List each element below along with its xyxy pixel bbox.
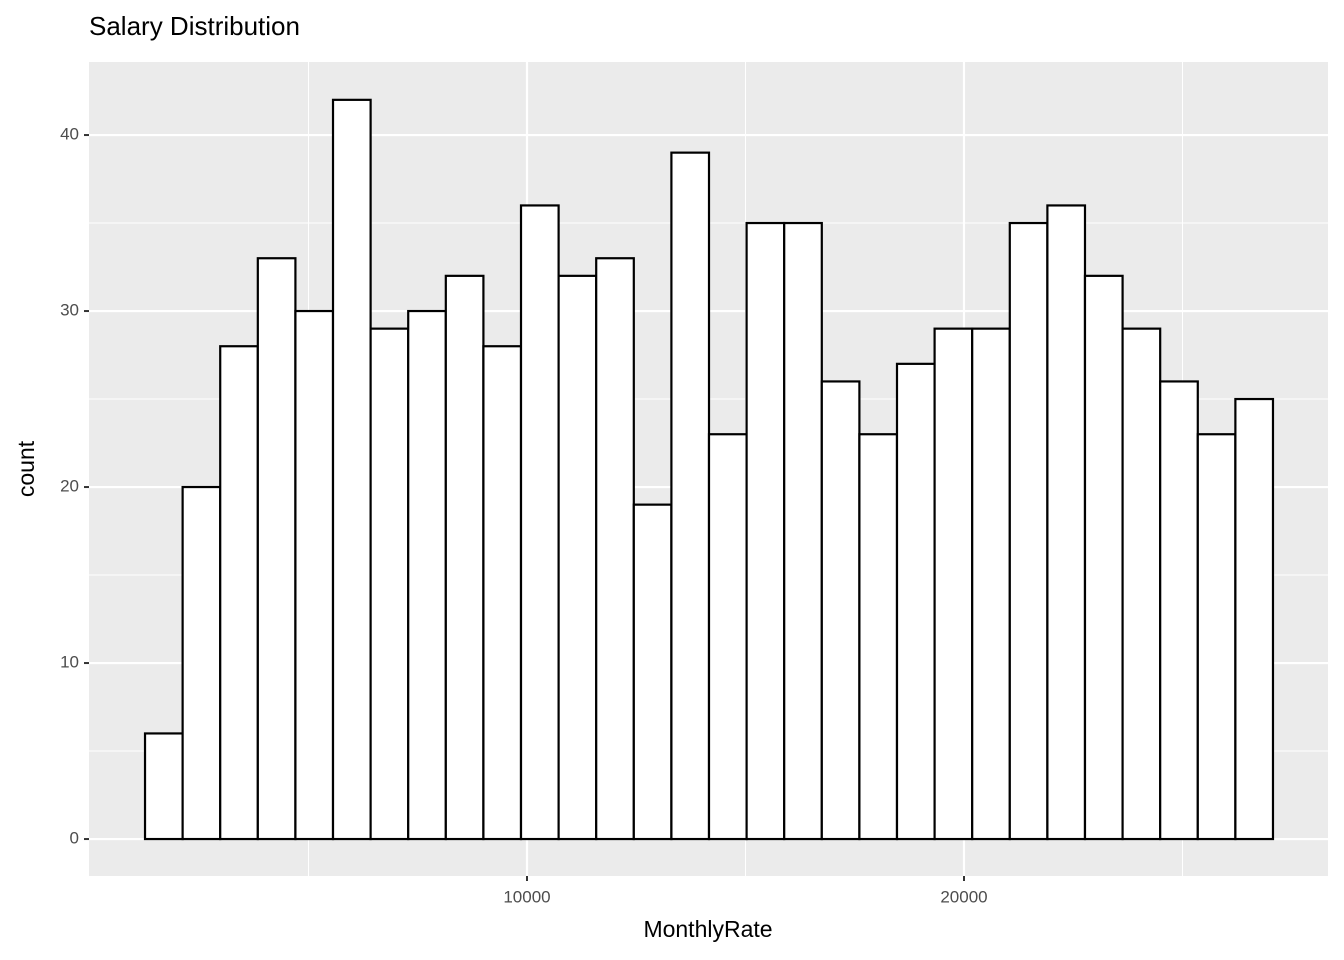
bar xyxy=(369,327,410,841)
y-tick-label: 20 xyxy=(60,477,79,496)
bar xyxy=(820,380,861,841)
bar xyxy=(707,433,748,841)
chart-title: Salary Distribution xyxy=(89,11,300,41)
x-tick-label: 10000 xyxy=(503,887,550,906)
bar xyxy=(1008,221,1049,841)
y-tick-label: 30 xyxy=(60,301,79,320)
bar xyxy=(256,257,297,841)
bar xyxy=(933,327,974,841)
bar xyxy=(444,274,485,841)
bar xyxy=(557,274,598,841)
y-axis-title: count xyxy=(13,440,39,497)
bar xyxy=(219,345,259,841)
bar xyxy=(895,362,936,841)
bar xyxy=(1121,327,1162,841)
x-axis-title: MonthlyRate xyxy=(643,916,772,942)
bar xyxy=(1159,380,1199,841)
bar xyxy=(783,221,823,841)
bar xyxy=(331,98,372,841)
bar xyxy=(971,327,1011,841)
bar xyxy=(1083,274,1124,841)
bar xyxy=(670,151,711,841)
y-tick-label: 40 xyxy=(60,125,79,144)
bar xyxy=(1196,433,1237,841)
bar xyxy=(595,257,635,841)
bar xyxy=(745,221,786,841)
bar xyxy=(519,204,560,841)
bar xyxy=(482,345,523,841)
y-tick-label: 10 xyxy=(60,653,79,672)
bar xyxy=(1234,397,1275,841)
bar xyxy=(632,503,673,841)
bar xyxy=(1046,204,1087,841)
bar xyxy=(407,309,447,841)
bar xyxy=(143,732,184,841)
bar xyxy=(181,485,222,841)
bar xyxy=(294,309,335,841)
x-tick-label: 20000 xyxy=(940,887,987,906)
y-tick-label: 0 xyxy=(70,829,79,848)
bar xyxy=(858,433,899,841)
